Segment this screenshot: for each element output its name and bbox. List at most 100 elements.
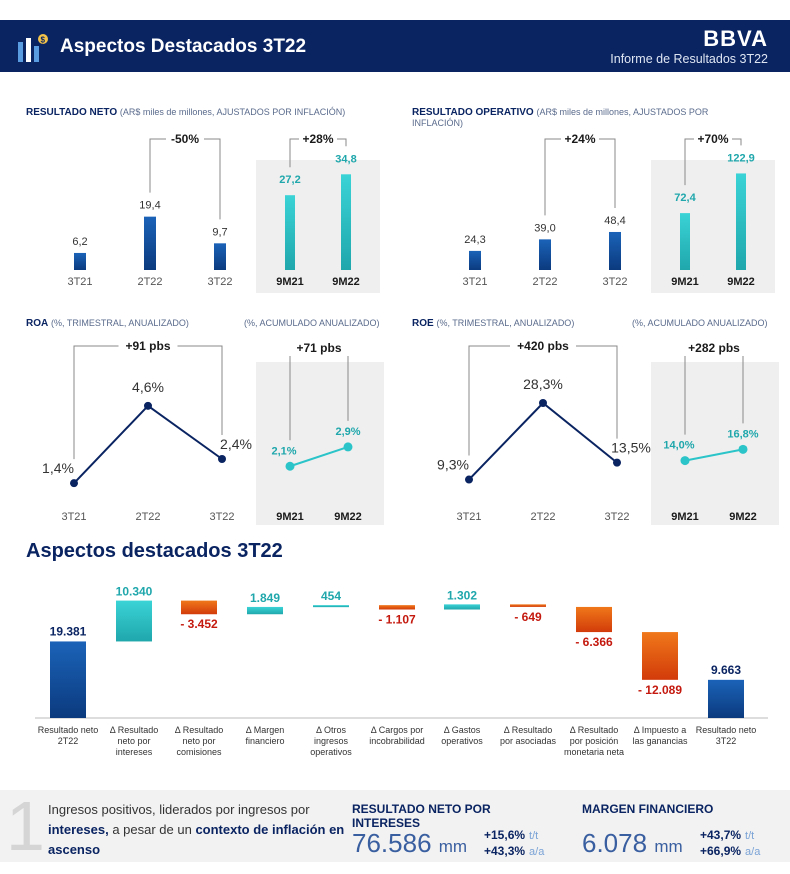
waterfall-category-label: comisiones <box>176 747 222 757</box>
kpi-margin-qoq: +43,7% t/t <box>700 828 755 842</box>
waterfall-value-label: 454 <box>321 589 341 603</box>
waterfall-category-label: Δ Impuesto a <box>634 725 687 735</box>
cumulative-line <box>289 445 349 468</box>
x-tick-label: 2T22 <box>137 276 162 288</box>
point-value-label: 13,5% <box>611 440 651 456</box>
waterfall-bar <box>708 679 744 718</box>
cum-x-tick-label: 9M21 <box>276 511 304 523</box>
bar-value-label: 6,2 <box>72 236 87 248</box>
cumulative-line <box>684 448 744 462</box>
waterfall-category-label: neto por <box>182 736 215 746</box>
highlights-strip: 1 Ingresos positivos, liderados por ingr… <box>0 787 790 865</box>
report-subtitle: Informe de Resultados 3T22 <box>610 52 768 66</box>
waterfall-category-label: operativos <box>441 736 483 746</box>
waterfall-bar <box>50 641 86 718</box>
cum-x-tick-label: 9M22 <box>334 511 362 523</box>
waterfall-category-label: Δ Gastos <box>444 725 481 735</box>
quarterly-bracket-bg <box>166 131 204 147</box>
waterfall-bar <box>181 600 217 615</box>
cum-bar-9M22 <box>736 173 746 270</box>
point-2T22 <box>539 399 547 408</box>
waterfall-bar <box>313 605 349 608</box>
x-tick-label: 3T21 <box>456 511 481 523</box>
waterfall-category-label: ingresos <box>314 736 349 746</box>
roa-chart: 1,4% 3T21 4,6% 2T22 2,4% 3T22 +91 pbs 2,1% 9M21 2… <box>42 338 384 525</box>
quarterly-bracket-bg <box>510 338 576 354</box>
cum-x-tick-label: 9M21 <box>276 276 304 288</box>
roe-title: ROE (%, TRIMESTRAL, ANUALIZADO) <box>412 318 575 329</box>
cum-x-tick-label: 9M22 <box>727 276 755 288</box>
waterfall-bar <box>444 604 480 610</box>
bar-2T22 <box>539 239 551 270</box>
x-tick-label: 2T22 <box>530 511 555 523</box>
waterfall-category-label: Resultado neto <box>38 725 99 735</box>
cumulative-panel <box>651 160 775 293</box>
waterfall-category-label: incobrabilidad <box>369 736 425 746</box>
bar-3T21 <box>469 250 481 270</box>
highlight-note: Ingresos positivos, liderados por ingres… <box>48 802 345 857</box>
cumulative-panel <box>651 362 779 525</box>
point-value-label: 28,3% <box>523 376 563 392</box>
cum-x-tick-label: 9M21 <box>671 276 699 288</box>
x-tick-label: 3T22 <box>602 276 627 288</box>
cum-bar-value-label: 72,4 <box>674 192 696 204</box>
cum-bar-value-label: 122,9 <box>727 152 755 164</box>
cum-point-9M21 <box>285 461 295 471</box>
bar-value-label: 9,7 <box>212 226 227 238</box>
point-value-label: 1,4% <box>42 460 74 476</box>
waterfall-category-label: por posición <box>570 736 619 746</box>
quarterly-line <box>73 404 223 484</box>
roa-title: ROA (%, TRIMESTRAL, ANUALIZADO) <box>26 318 189 329</box>
cum-bar-9M21 <box>285 195 295 270</box>
waterfall-category-label: las ganancias <box>632 736 688 746</box>
waterfall-category-label: 3T22 <box>716 736 737 746</box>
cum-point-9M22 <box>738 444 748 454</box>
waterfall-category-label: financiero <box>245 736 284 746</box>
waterfall-category-label: Δ Cargos por <box>371 725 424 735</box>
waterfall-category-label: Δ Otros <box>316 725 347 735</box>
kpi-nii-qoq: +15,6% t/t <box>484 828 539 842</box>
cum-point-value-label: 2,1% <box>271 445 296 457</box>
waterfall-bar <box>576 606 612 633</box>
quarterly-bracket-bg <box>561 131 599 147</box>
waterfall-category-label: Δ Resultado <box>504 725 553 735</box>
page-title: Aspectos Destacados 3T22 <box>60 36 307 57</box>
chart-icon: $ <box>18 34 52 67</box>
cum-bar-value-label: 34,8 <box>335 153 356 165</box>
cumulative-bracket-bg <box>694 131 732 147</box>
quarterly-bracket <box>544 138 616 216</box>
quarterly-bracket-label: +420 pbs <box>517 339 569 353</box>
waterfall-bar <box>642 632 678 680</box>
kpi-margin-yoy: +66,9% a/a <box>700 844 761 858</box>
resultado-operativo-chart: 24,3 3T21 39,0 2T22 48,4 3T22 +24% 72,4 9M21 122,… <box>462 131 775 293</box>
point-value-label: 4,6% <box>132 379 164 395</box>
point-3T22 <box>218 455 226 463</box>
svg-text:$: $ <box>41 36 46 45</box>
x-tick-label: 3T21 <box>61 511 86 523</box>
waterfall-value-label: - 649 <box>514 610 542 624</box>
resultado-operativo-title: RESULTADO OPERATIVO (AR$ miles de millon… <box>412 107 709 128</box>
x-tick-label: 3T21 <box>462 276 487 288</box>
cum-x-tick-label: 9M22 <box>729 511 757 523</box>
waterfall-category-label: intereses <box>116 747 153 757</box>
x-tick-label: 3T22 <box>604 511 629 523</box>
cum-point-value-label: 16,8% <box>727 428 758 440</box>
cumulative-bracket-bg <box>289 340 349 356</box>
quarterly-bracket-bg <box>118 338 178 354</box>
waterfall-category-label: Δ Resultado <box>175 725 224 735</box>
waterfall-value-label: 9.663 <box>711 663 741 677</box>
cum-x-tick-label: 9M21 <box>671 511 699 523</box>
kpi-nii-yoy: +43,3% a/a <box>484 844 545 858</box>
kpi-nii-value: 76.586 mm <box>352 828 468 858</box>
waterfall-category-label: Δ Resultado <box>110 725 159 735</box>
cumulative-panel <box>256 160 380 293</box>
waterfall-value-label: 19.381 <box>50 624 87 638</box>
brand-logo: BBVA <box>703 26 768 51</box>
bar-3T22 <box>609 231 621 270</box>
bar-value-label: 48,4 <box>604 215 625 227</box>
x-tick-label: 3T21 <box>67 276 92 288</box>
waterfall-category-label: monetaria neta <box>564 747 624 757</box>
waterfall-bar <box>247 606 283 615</box>
cum-bar-value-label: 27,2 <box>279 174 300 186</box>
